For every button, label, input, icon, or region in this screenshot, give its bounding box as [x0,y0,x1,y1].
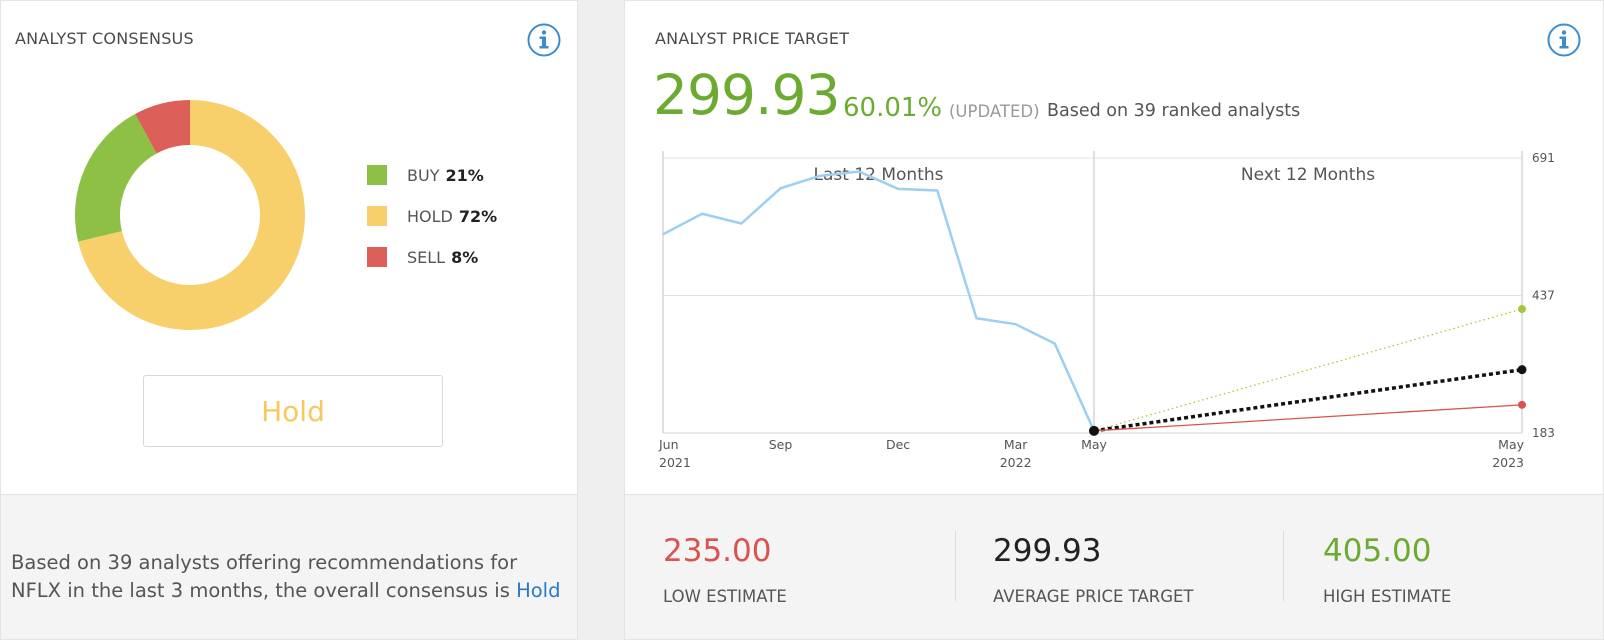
x-tick-month: Jun [658,437,679,452]
legend-item-sell: SELL 8% [367,247,497,267]
x-tick-month: May [1081,437,1107,452]
x-tick-month: Mar [1004,437,1028,452]
y-tick-label: 691 [1532,151,1555,165]
ranked-analysts-count: Based on 39 ranked analysts [1047,101,1301,121]
price-target-title: ANALYST PRICE TARGET [655,29,850,48]
historical-price-line [662,170,1096,432]
x-tick-month: May [1498,437,1524,452]
x-tick-year: 2023 [1492,455,1524,470]
legend-pct: 8% [451,247,479,267]
consensus-hold-link[interactable]: Hold [516,579,561,602]
hold-swatch [367,206,387,226]
info-icon[interactable] [527,23,561,57]
consensus-summary: Based on 39 analysts offering recommenda… [11,549,571,605]
legend-pct: 72% [458,206,498,226]
low-target-marker [1518,400,1526,409]
average-target-marker [1517,365,1527,375]
high-estimate-label: HIGH ESTIMATE [1323,587,1452,606]
average-target-line [1093,367,1523,433]
low-estimate-value: 235.00 [663,533,772,569]
divider [1283,531,1284,601]
low-estimate-label: LOW ESTIMATE [663,587,787,606]
x-tick-year: 2022 [1000,455,1032,470]
price-target-panel: ANALYST PRICE TARGET 299.93 60.01% (UPDA… [624,0,1604,640]
legend-item-buy: BUY 21% [367,165,497,185]
legend-label: HOLD [407,206,453,226]
price-target-chart: Last 12 Months Next 12 Months 691 437 183 Jun… [658,151,1555,470]
legend-label: BUY [407,165,440,185]
legend-pct: 21% [445,165,484,185]
high-estimate-value: 405.00 [1323,533,1432,569]
high-target-line [1093,308,1523,432]
donut-slice-buy [74,113,157,242]
average-estimate-label: AVERAGE PRICE TARGET [993,587,1194,606]
legend-item-hold: HOLD 72% [367,206,497,226]
y-tick-label: 183 [1532,426,1555,440]
average-estimate-value: 299.93 [993,533,1102,569]
consensus-rating-box: Hold [143,375,443,447]
legend-label: SELL [407,247,446,267]
consensus-summary-text: Based on 39 analysts offering recommenda… [11,551,518,602]
analyst-consensus-panel: ANALYST CONSENSUS BUY 21% HOLD 72% SELL … [0,0,578,640]
section-label-last-12: Last 12 Months [814,165,944,185]
buy-swatch [367,165,387,185]
x-tick-month: Sep [769,437,793,452]
current-price-marker [1089,425,1099,436]
low-target-line [1093,404,1523,432]
consensus-footer: Based on 39 analysts offering recommenda… [1,494,577,639]
updated-label: (UPDATED) [949,102,1040,121]
donut-slice-sell [135,100,190,154]
info-icon[interactable] [1547,23,1581,57]
y-tick-label: 437 [1532,289,1555,303]
consensus-legend: BUY 21% HOLD 72% SELL 8% [367,165,497,288]
divider [955,531,956,601]
x-tick-year: 2021 [659,455,691,470]
average-price-target: 299.93 [653,63,840,127]
price-target-upside: 60.01% [843,93,943,123]
consensus-donut-chart [74,100,305,330]
estimates-footer: 235.00 LOW ESTIMATE 299.93 AVERAGE PRICE… [625,494,1603,639]
section-label-next-12: Next 12 Months [1241,165,1375,185]
consensus-title: ANALYST CONSENSUS [15,29,194,48]
high-target-marker [1518,305,1526,314]
donut-slice-hold [78,100,305,330]
sell-swatch [367,247,387,267]
x-tick-month: Dec [886,437,910,452]
